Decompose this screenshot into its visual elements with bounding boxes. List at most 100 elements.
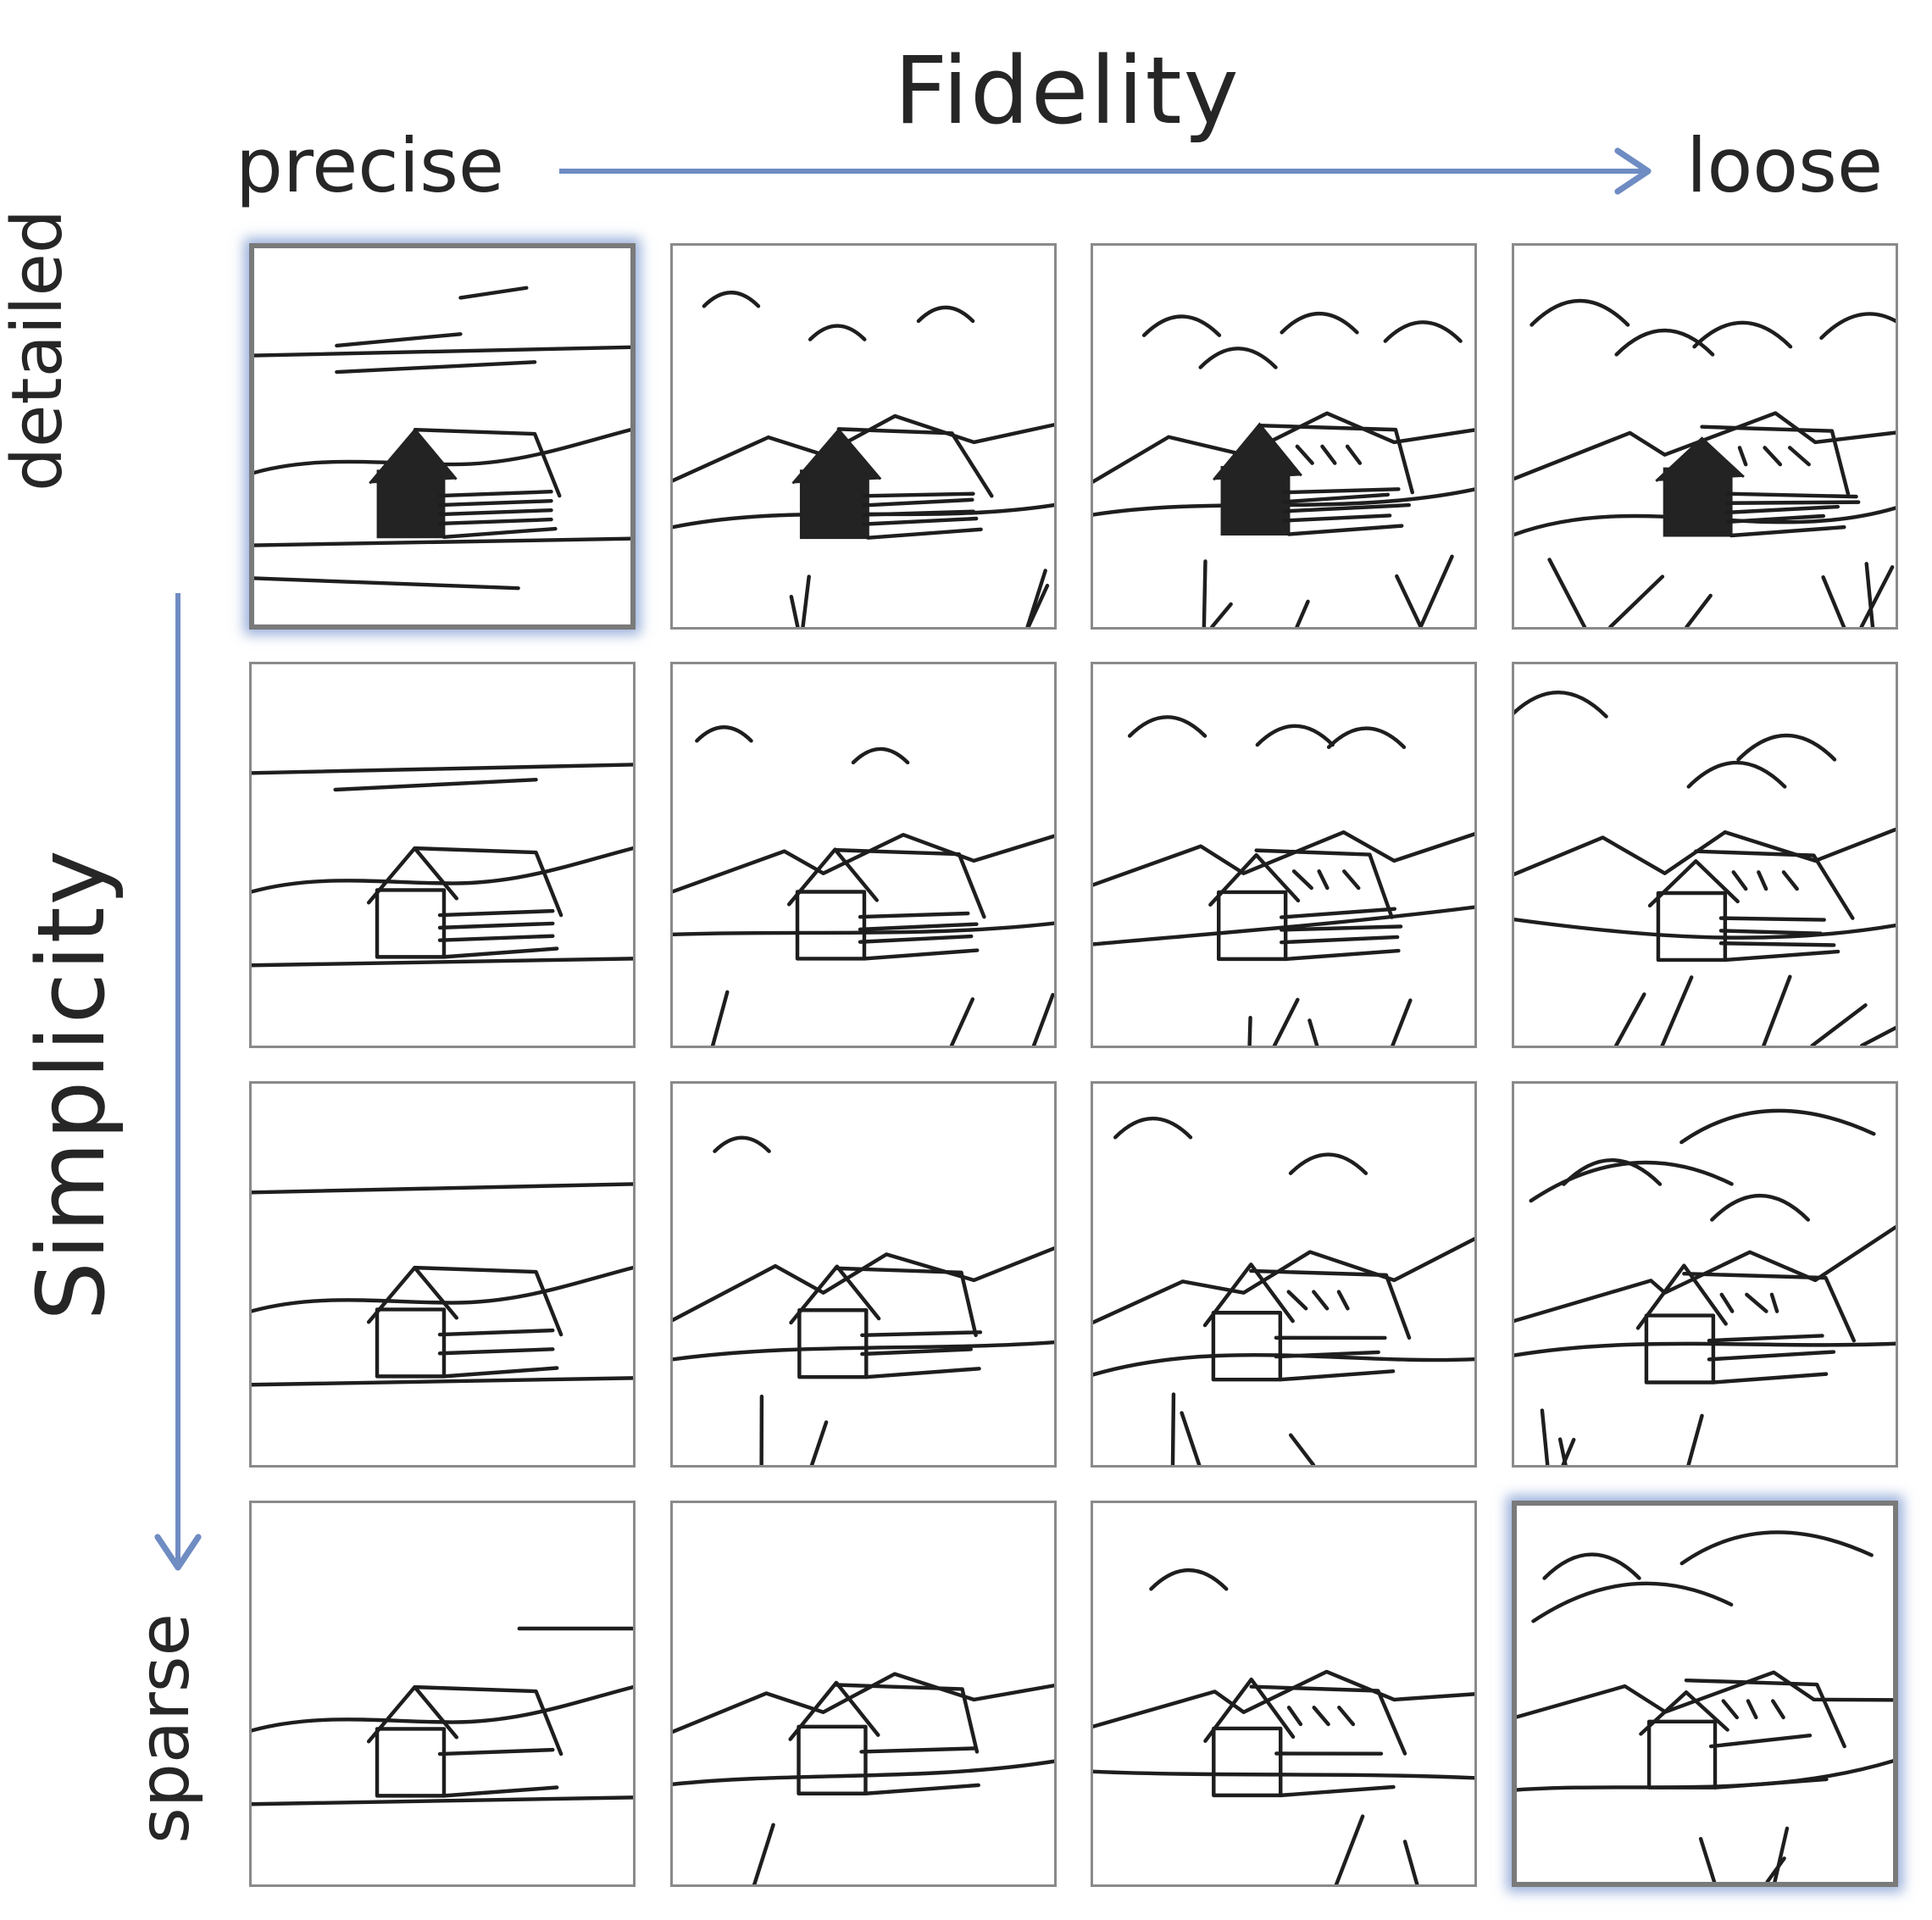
cloud-stroke — [1614, 328, 1715, 357]
cloud-stroke — [1819, 312, 1896, 341]
house-roof — [1249, 1268, 1412, 1340]
sketch-panel-r3-c0 — [249, 1501, 636, 1887]
house-roof — [1635, 1263, 1728, 1330]
house-base — [1279, 1784, 1396, 1798]
ground-line — [673, 1340, 1054, 1362]
grass-stroke — [1272, 997, 1300, 1046]
house-base — [1283, 948, 1401, 962]
house-roof — [369, 427, 458, 485]
mountain-line — [673, 413, 1054, 483]
roof-hatch — [1342, 869, 1361, 891]
house-base — [1278, 1369, 1396, 1382]
grass-stroke — [1307, 1018, 1319, 1046]
sketch-panel-r2-c3 — [1512, 1081, 1898, 1468]
house-roof — [835, 1266, 978, 1338]
grass-stroke — [1608, 574, 1665, 627]
simplicity-max-label: sparse — [125, 1613, 205, 1844]
roof-hatch — [1781, 870, 1799, 891]
ground-line — [252, 1795, 633, 1806]
cloud-stroke — [1562, 1158, 1663, 1186]
house-log — [437, 1328, 555, 1337]
house-log — [862, 491, 975, 498]
house-log — [858, 934, 974, 944]
grass-stroke — [1773, 1826, 1790, 1882]
roof-hatch — [1787, 446, 1811, 467]
grass-stroke — [1614, 992, 1646, 1046]
house-log — [1280, 924, 1403, 932]
cloud-stroke — [1736, 733, 1837, 762]
hill-line — [252, 846, 633, 894]
house-roof — [791, 427, 882, 485]
roof-hatch — [1317, 869, 1330, 891]
grass-stroke — [1685, 593, 1713, 627]
house-base — [441, 1785, 559, 1798]
house-roof — [413, 846, 564, 918]
sky-line — [254, 345, 630, 358]
sketch-panel-r0-c0 — [249, 243, 636, 630]
house-log — [862, 516, 979, 526]
hill-line — [252, 1684, 633, 1733]
grass-stroke — [1762, 974, 1792, 1046]
mountain-line — [1093, 1669, 1474, 1729]
grass-stroke — [1170, 1392, 1176, 1465]
house-log — [437, 1347, 555, 1356]
ground-line — [252, 1376, 633, 1387]
sketch-panel-r2-c0 — [249, 1081, 636, 1468]
house-roof — [413, 1684, 564, 1756]
house-roof — [1208, 852, 1301, 907]
grass-stroke — [1660, 975, 1694, 1046]
grass-stroke — [1289, 1433, 1316, 1465]
roof-hatch — [1291, 869, 1313, 891]
house-roof — [788, 1680, 880, 1741]
house-roof — [1249, 1684, 1407, 1756]
house-log — [1282, 513, 1392, 523]
grass-stroke — [809, 1420, 829, 1465]
hill-line — [252, 1265, 633, 1313]
sketch-drawing — [1514, 691, 1896, 1046]
grass-stroke — [1418, 554, 1454, 627]
house-wall — [1211, 1311, 1283, 1382]
roof-hatch — [1731, 870, 1748, 891]
house-wall — [797, 1724, 868, 1795]
sketch-panel-r1-c0 — [249, 662, 636, 1048]
cloud-stroke — [702, 291, 761, 308]
house-base — [862, 948, 980, 961]
sketch-panel-r3-c2 — [1091, 1501, 1477, 1887]
sketch-panel-r2-c1 — [670, 1081, 1057, 1468]
grass-stroke — [1547, 558, 1587, 627]
cloud-stroke — [916, 305, 975, 324]
house-base — [1713, 1777, 1829, 1790]
house-log — [1282, 487, 1401, 495]
grass-stroke — [1295, 599, 1310, 627]
roof-hatch — [1286, 1290, 1308, 1311]
ground-line — [1517, 1759, 1893, 1792]
sketch-drawing — [252, 763, 633, 968]
house-log — [437, 508, 553, 517]
house-roof — [1203, 1677, 1296, 1743]
house-roof — [1682, 1271, 1857, 1343]
house-log — [1718, 929, 1823, 935]
grass-stroke — [1540, 1408, 1550, 1465]
house-log — [1708, 1734, 1813, 1749]
house-roof — [1257, 423, 1414, 495]
ground-line — [673, 921, 1054, 937]
cloud-stroke — [1710, 1194, 1811, 1222]
ground-line — [673, 1759, 1054, 1786]
house-log — [858, 922, 979, 932]
sketch-drawing — [673, 291, 1054, 627]
house-wall — [375, 1307, 447, 1379]
house-roof — [834, 1683, 980, 1754]
cloud-stroke — [1542, 1552, 1641, 1580]
house-roof — [1700, 425, 1851, 496]
cloud-stroke — [1686, 761, 1787, 789]
fidelity-min-label: precise — [236, 122, 505, 209]
house-log — [859, 1746, 978, 1754]
house-log — [437, 490, 553, 498]
simplicity-min-label: detailed — [0, 209, 78, 491]
grass-stroke — [1860, 1025, 1896, 1046]
ground-line — [252, 957, 633, 968]
roof-hatch — [1337, 1706, 1356, 1727]
cloud-stroke — [458, 286, 529, 300]
grass-stroke — [1180, 1411, 1202, 1465]
hill-line — [254, 428, 630, 475]
